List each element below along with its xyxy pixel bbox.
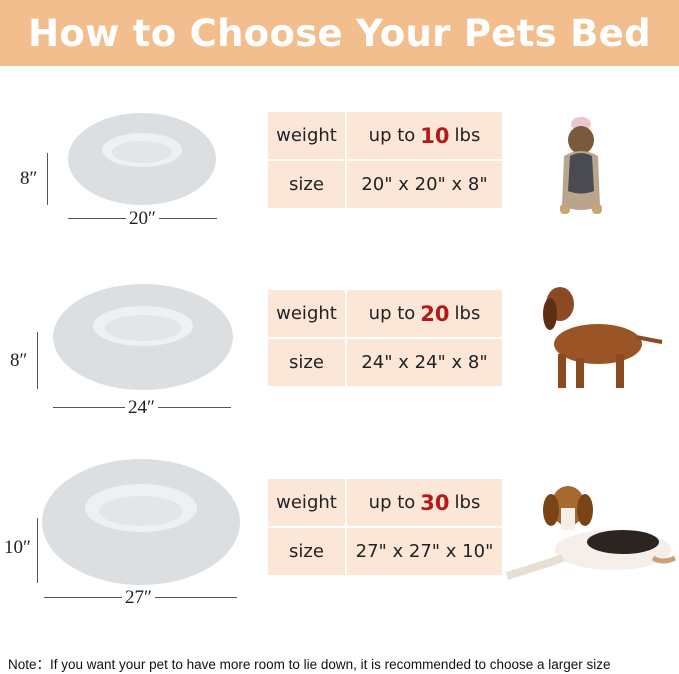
weight-unit: lbs [454,492,481,513]
pet-bed-image-medium [53,284,233,390]
height-label: 8″ [20,168,38,189]
weight-label: weight [268,479,345,526]
height-dimension-line [37,332,38,389]
height-dimension-line [47,153,48,205]
size-label: size [268,161,345,208]
spec-table: weight up to 10 lbs size 20" x 20" x 8" [268,112,502,208]
weight-number: 10 [420,123,450,148]
weight-number: 20 [420,301,450,326]
weight-prefix: up to [368,492,416,513]
dachshund-image [543,287,663,388]
title-banner: How to Choose Your Pets Bed [0,0,679,66]
weight-unit: lbs [454,303,481,324]
width-label: 24″ [125,397,158,419]
size-value: 24" x 24" x 8" [347,339,502,386]
weight-value: up to 30 lbs [347,479,502,526]
pet-bed-image-large [42,459,240,585]
width-label: 20″ [126,208,159,230]
spec-table: weight up to 30 lbs size 27" x 27" x 10" [268,479,502,575]
spec-table: weight up to 20 lbs size 24" x 24" x 8" [268,290,502,386]
page-title: How to Choose Your Pets Bed [28,11,651,55]
beagle-image [505,486,677,580]
size-value: 20" x 20" x 8" [347,161,502,208]
height-dimension-line [37,518,38,583]
weight-unit: lbs [454,125,481,146]
weight-value: up to 10 lbs [347,112,502,159]
yorkshire-terrier-image [560,117,602,214]
weight-prefix: up to [368,125,416,146]
weight-label: weight [268,112,345,159]
weight-number: 30 [420,490,450,515]
size-label: size [268,339,345,386]
weight-label: weight [268,290,345,337]
footnote: Note：If you want your pet to have more r… [8,657,611,672]
width-label: 27″ [122,587,155,609]
size-label: size [268,528,345,575]
weight-prefix: up to [368,303,416,324]
height-label: 10″ [4,537,31,558]
height-label: 8″ [10,350,28,371]
weight-value: up to 20 lbs [347,290,502,337]
pet-bed-image-small [68,113,216,205]
size-value: 27" x 27" x 10" [347,528,502,575]
